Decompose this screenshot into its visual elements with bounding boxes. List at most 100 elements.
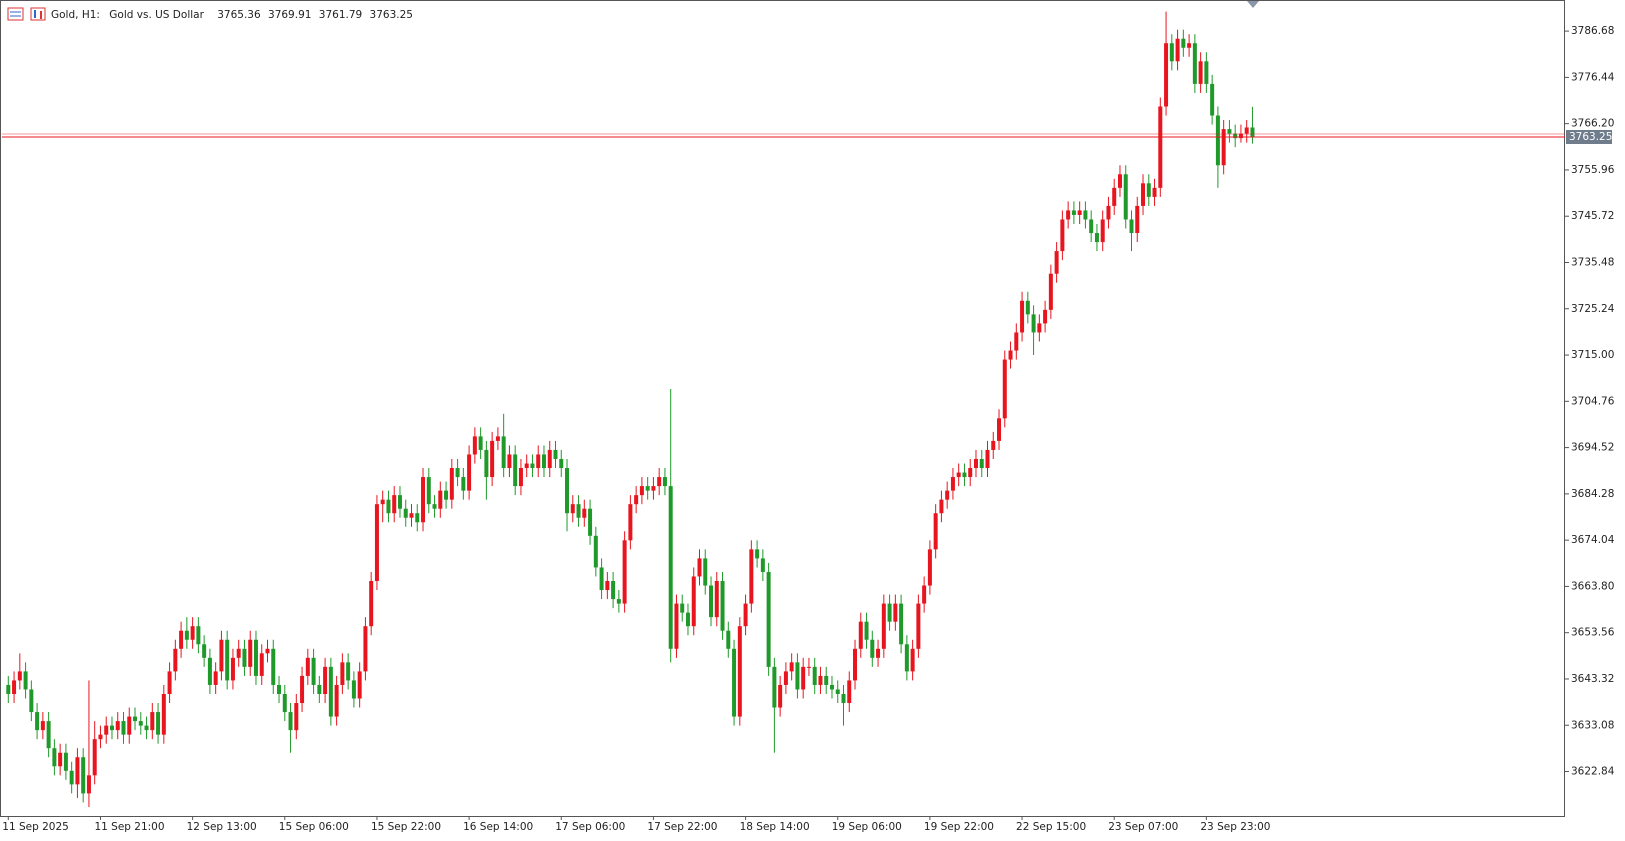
candle-body (23, 671, 28, 690)
candle-body (789, 662, 794, 672)
candle-body (1060, 219, 1065, 252)
candle-body (253, 639, 258, 676)
header-close: 3763.25 (370, 9, 413, 21)
candle-body (582, 508, 587, 518)
candle-body (1100, 219, 1105, 243)
candle-body (668, 486, 673, 649)
candle-body (1175, 38, 1180, 62)
candle-body (138, 721, 143, 726)
candle-body (904, 644, 909, 672)
x-tick-label: 17 Sep 22:00 (647, 821, 717, 833)
candle-body (1146, 183, 1151, 197)
candle-body (979, 458, 984, 469)
candle-body (52, 748, 57, 767)
candle-body (305, 657, 310, 676)
candle-body (248, 639, 253, 667)
candle-body (1071, 210, 1076, 215)
candle-body (547, 449, 552, 469)
candle-body (599, 567, 604, 591)
toolbar-icons (7, 7, 46, 21)
header-high: 3769.91 (268, 9, 311, 21)
y-tick-label: 3653.56 (1571, 627, 1615, 639)
candle-body (444, 490, 449, 500)
candle-body (709, 585, 714, 618)
candle-body (225, 639, 230, 681)
candle-body (380, 499, 385, 505)
candle-body (317, 684, 322, 694)
candle-body (438, 490, 443, 509)
candle-body (806, 666, 811, 668)
candle-body (6, 684, 11, 694)
candle-body (680, 603, 685, 613)
candle-body (541, 454, 546, 469)
candle-body (81, 757, 86, 794)
candle-body (501, 436, 506, 469)
candle-body (271, 648, 276, 685)
header-open: 3765.36 (217, 9, 261, 21)
candle-body (864, 621, 869, 640)
y-tick-label: 3715.00 (1571, 349, 1614, 361)
x-tick-label: 15 Sep 06:00 (279, 821, 349, 833)
candle-body (323, 666, 328, 694)
candle-body (1048, 273, 1053, 310)
candle-body (415, 513, 420, 523)
candle-body (363, 626, 368, 672)
candle-body (202, 644, 207, 658)
candle-body (449, 468, 454, 500)
candle-body (605, 581, 610, 591)
candle-body (98, 734, 103, 740)
candle-body (1037, 323, 1042, 333)
y-tick-label: 3622.84 (1571, 766, 1615, 778)
candle-body (772, 666, 777, 708)
candle-body (121, 721, 126, 735)
candle-body (369, 581, 374, 627)
candle-body (841, 693, 846, 704)
candle-body (1117, 174, 1122, 188)
candle-body (1002, 359, 1007, 419)
candle-body (1158, 106, 1163, 188)
x-tick-label: 23 Sep 23:00 (1200, 821, 1270, 833)
candle-body (553, 449, 558, 459)
candle-body (927, 549, 932, 586)
x-tick-label: 11 Sep 21:00 (94, 821, 164, 833)
candle-body (945, 490, 950, 500)
candle-body (86, 775, 91, 794)
y-tick-label: 3684.28 (1571, 488, 1614, 500)
x-tick-label: 23 Sep 07:00 (1108, 821, 1178, 833)
y-tick-label: 3776.44 (1571, 71, 1615, 83)
candle-body (997, 418, 1002, 441)
candle-body (1169, 43, 1174, 62)
candle-body (962, 472, 967, 478)
candle-body (778, 684, 783, 708)
candle-body (743, 603, 748, 627)
candle-body (300, 675, 305, 704)
candle-body (277, 684, 282, 694)
candle-body (1141, 183, 1146, 206)
candle-body (1210, 83, 1215, 116)
candle-body (1187, 43, 1192, 48)
candle-body (766, 571, 771, 667)
candle-body (662, 477, 667, 487)
candle-body (104, 725, 109, 735)
candle-body (1192, 43, 1197, 84)
candle-body (236, 648, 241, 658)
x-tick-label: 22 Sep 15:00 (1016, 821, 1086, 833)
candle-body (1221, 129, 1226, 166)
candle-body (1112, 187, 1117, 206)
icon (30, 7, 46, 21)
candle-body (484, 449, 489, 478)
candle-body (288, 712, 293, 731)
candle-body (795, 662, 800, 690)
candle-body (732, 648, 737, 717)
candle-body (213, 671, 218, 685)
candle-body (973, 458, 978, 469)
candle-body (421, 477, 426, 523)
candle-body (881, 603, 886, 649)
candle-body (1244, 127, 1249, 134)
candle-body (1215, 115, 1220, 166)
candle-body (40, 721, 45, 731)
candle-body (357, 671, 362, 699)
candle-body (565, 468, 570, 514)
candle-body (455, 468, 460, 478)
